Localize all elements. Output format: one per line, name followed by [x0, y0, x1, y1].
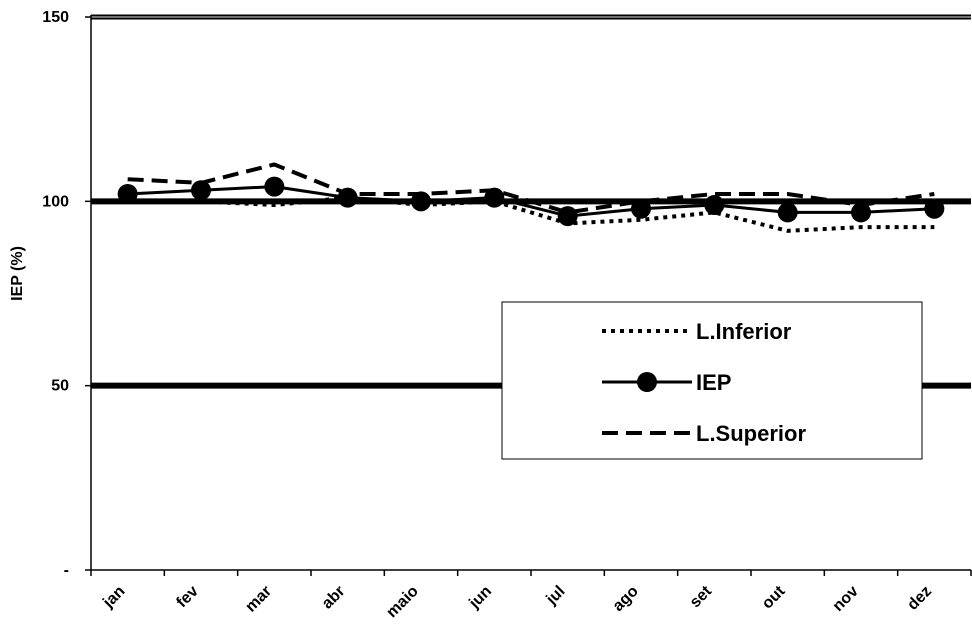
x-tick-label-mar: mar — [242, 583, 275, 616]
series-line-IEP — [127, 185, 935, 218]
point-IEP-fev — [191, 180, 211, 201]
x-tick-label-jan: jan — [99, 583, 128, 612]
legend-label-L.Superior: L.Superior — [696, 421, 806, 446]
legend: L.Inferior IEP L.Superior — [501, 301, 923, 460]
y-tick-label-100: 100 — [42, 193, 69, 210]
x-tick-label-out: out — [759, 582, 789, 612]
point-IEP-nov — [851, 202, 871, 223]
y-axis-label: IEP (%) — [9, 246, 26, 301]
point-IEP-jun — [484, 187, 505, 208]
legend-label-L.Inferior: L.Inferior — [696, 319, 792, 344]
point-IEP-maio — [411, 191, 431, 212]
x-tick-label-fev: fev — [173, 583, 201, 611]
series-line-L.Superior — [127, 162, 935, 215]
legend-box — [501, 301, 923, 460]
point-IEP-mar — [264, 176, 285, 197]
series-line-L.Inferior — [127, 195, 935, 233]
y-tick-label-0: - — [64, 562, 69, 579]
x-tick-label-maio: maio — [383, 583, 422, 622]
x-tick-label-jun: jun — [465, 583, 495, 613]
y-tick-label-150: 150 — [42, 9, 69, 26]
x-tick-label-abr: abr — [319, 583, 349, 613]
x-tick-label-set: set — [687, 582, 716, 611]
point-IEP-jan — [117, 183, 138, 204]
point-IEP-ago — [631, 198, 651, 219]
point-IEP-out — [777, 202, 798, 223]
x-tick-label-ago: ago — [610, 583, 642, 615]
legend-marker-IEP — [637, 372, 657, 392]
x-tick-label-jul: jul — [543, 583, 569, 609]
x-tick-label-dez: dez — [904, 583, 935, 614]
legend-label-IEP: IEP — [696, 370, 731, 395]
y-tick-label-50: 50 — [51, 378, 69, 395]
x-tick-label-nov: nov — [830, 583, 862, 615]
point-IEP-set — [704, 195, 725, 216]
point-IEP-dez — [924, 198, 945, 219]
series-lines — [117, 162, 945, 233]
